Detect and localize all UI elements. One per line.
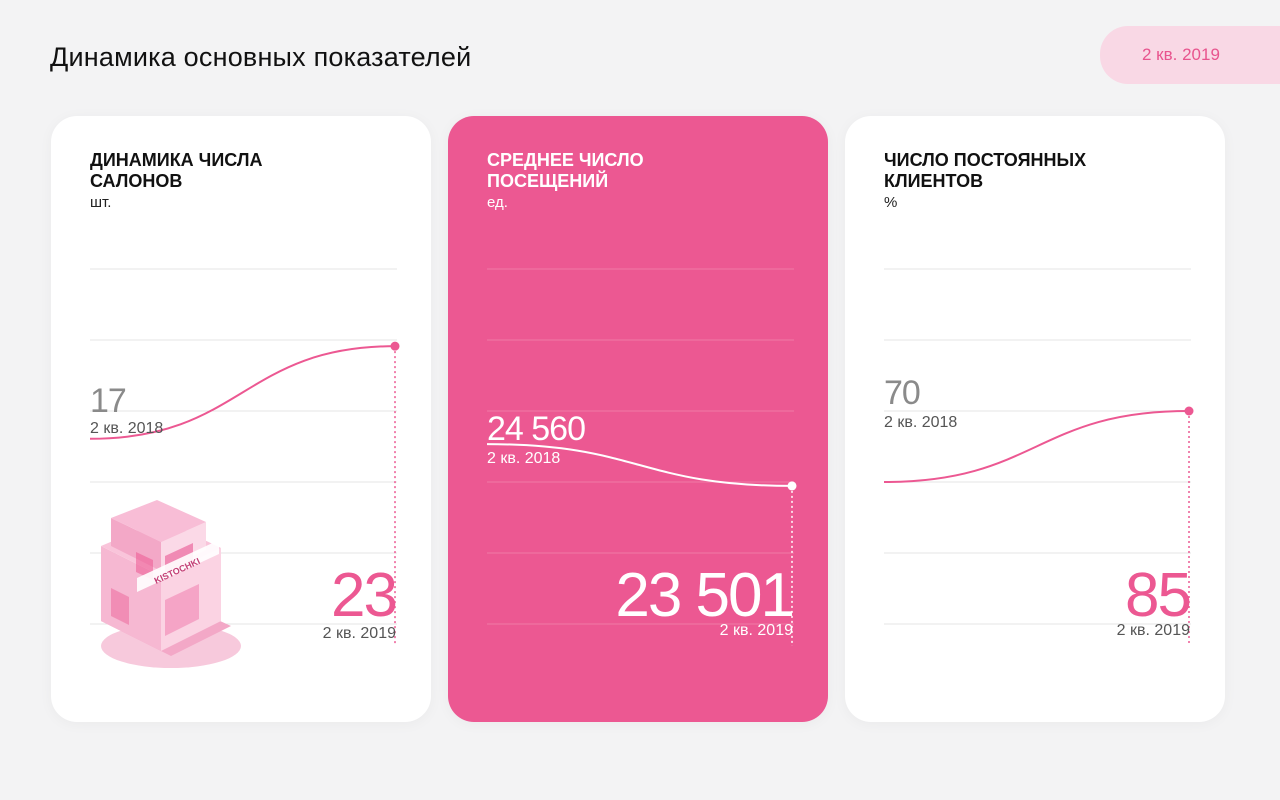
curr-label: 2 кв. 2019 xyxy=(322,625,396,642)
card-salons: Динамика числа салонов шт. KISTOCHKI 17 … xyxy=(51,116,431,722)
card-title: Число постоянных клиентов xyxy=(884,150,1087,191)
data-point xyxy=(787,481,797,491)
data-point xyxy=(390,341,400,351)
page-title: Динамика основных показателей xyxy=(50,42,472,72)
series-line xyxy=(883,410,1190,483)
card-title: Динамика числа салонов xyxy=(90,150,263,191)
curr-value: 23 501 xyxy=(615,561,795,630)
prev-value: 70 xyxy=(884,374,921,412)
prev-label: 2 кв. 2018 xyxy=(90,420,164,437)
card-visits: Среднее число посещений ед. 24 560 2 кв.… xyxy=(448,116,828,722)
card-unit: ед. xyxy=(487,194,508,211)
card-unit: шт. xyxy=(90,194,112,211)
curr-value: 85 xyxy=(1125,561,1192,630)
prev-value: 17 xyxy=(90,382,127,420)
card-unit: % xyxy=(884,194,898,211)
series-line xyxy=(89,345,396,440)
curr-value: 23 xyxy=(331,561,398,630)
prev-label: 2 кв. 2018 xyxy=(487,450,561,467)
chart-clients xyxy=(883,268,1194,646)
salon-building-icon: KISTOCHKI xyxy=(101,500,241,668)
card-clients: Число постоянных клиентов % 70 2 кв. 201… xyxy=(845,116,1225,722)
period-badge[interactable]: 2 кв. 2019 xyxy=(1100,26,1280,84)
data-point xyxy=(1184,406,1194,416)
series-line xyxy=(486,443,793,487)
prev-value: 24 560 xyxy=(487,410,586,448)
chart-visits xyxy=(486,268,797,646)
card-title: Среднее число посещений xyxy=(487,150,644,191)
curr-label: 2 кв. 2019 xyxy=(1116,622,1190,639)
prev-label: 2 кв. 2018 xyxy=(884,414,958,431)
curr-label: 2 кв. 2019 xyxy=(719,622,793,639)
